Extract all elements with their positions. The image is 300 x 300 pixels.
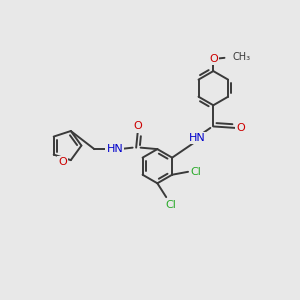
Text: HN: HN: [106, 144, 123, 154]
Text: O: O: [58, 158, 67, 167]
Text: O: O: [237, 123, 245, 133]
Text: HN: HN: [189, 133, 206, 142]
Text: Cl: Cl: [191, 167, 202, 177]
Text: CH₃: CH₃: [232, 52, 250, 62]
Text: O: O: [209, 54, 218, 64]
Text: Cl: Cl: [166, 200, 177, 210]
Text: O: O: [133, 122, 142, 131]
